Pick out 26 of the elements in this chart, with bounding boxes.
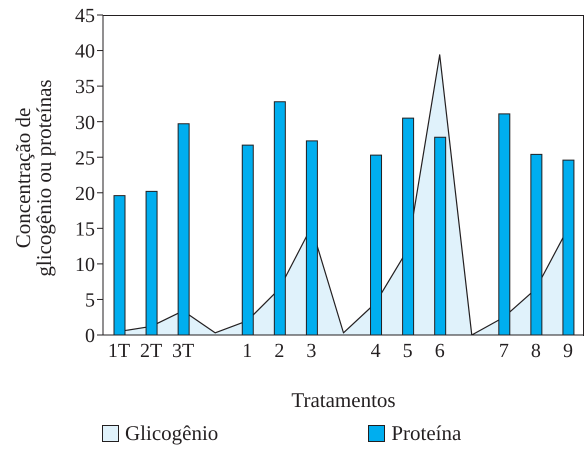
x-tick-label: 4 [370,340,381,362]
x-tick-label: 6 [434,340,445,362]
x-tick-label: 5 [402,340,413,362]
y-tick-label: 25 [75,147,95,170]
legend-label: Glicogênio [125,421,218,446]
legend-label: Proteína [391,421,462,446]
x-tick-label: 1 [242,340,252,362]
y-tick-label: 30 [75,112,95,134]
y-tick-label: 15 [75,218,95,240]
x-tick-label: 1T [108,340,130,362]
y-tick-label: 5 [85,290,95,312]
y-tick-label: 40 [75,40,95,63]
x-tick-label: 2 [274,340,284,362]
y-tick-label: 35 [75,76,95,98]
x-tick-label: 8 [530,340,541,362]
x-tick-label: 2T [140,340,162,362]
y-axis-title: Concentração de glicogênio ou proteínas [11,79,56,277]
y-tick-label: 45 [75,5,95,28]
x-tick-label: 3T [172,340,194,362]
y-tick-label: 0 [85,325,95,348]
y-tick-label: 20 [75,182,95,205]
y-tick-label: 10 [75,254,95,276]
x-tick-label: 3 [306,340,316,362]
x-axis-title: Tratamentos [291,388,396,412]
x-tick-label: 7 [498,340,509,362]
x-tick-label: 9 [562,340,573,362]
